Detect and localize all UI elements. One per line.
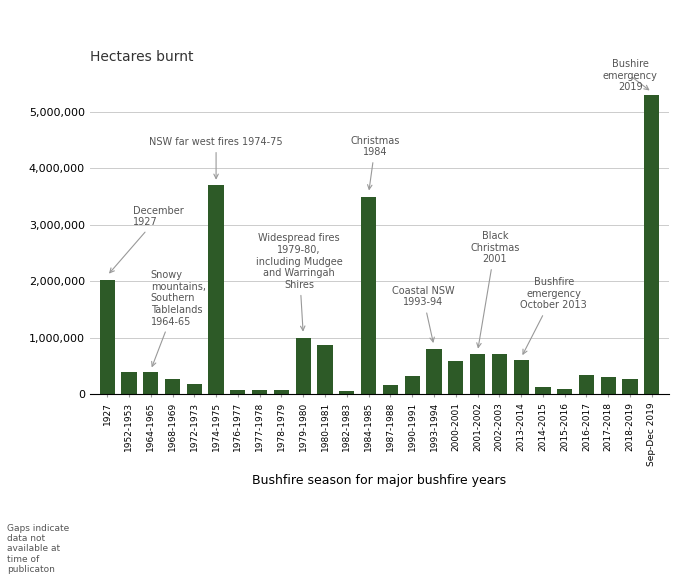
- Bar: [470, 354, 485, 394]
- Bar: [317, 345, 333, 394]
- Bar: [143, 372, 158, 394]
- Bar: [208, 186, 224, 394]
- Bar: [187, 383, 202, 394]
- Text: Gaps indicate
data not
available at
time of
publicaton: Gaps indicate data not available at time…: [7, 524, 69, 574]
- Text: Christmas
1984: Christmas 1984: [351, 136, 400, 189]
- Bar: [513, 360, 529, 394]
- Bar: [492, 354, 507, 394]
- Bar: [121, 372, 137, 394]
- Text: December
1927: December 1927: [110, 206, 184, 273]
- Text: Bushire
emergency
2019: Bushire emergency 2019: [602, 59, 658, 92]
- Bar: [230, 390, 246, 394]
- Text: Widespread fires
1979-80,
including Mudgee
and Warringah
Shires: Widespread fires 1979-80, including Mudg…: [255, 234, 342, 331]
- Bar: [579, 375, 594, 394]
- Bar: [622, 379, 638, 394]
- Bar: [644, 95, 660, 394]
- Text: Hectares burnt: Hectares burnt: [90, 50, 193, 64]
- Text: NSW far west fires 1974-75: NSW far west fires 1974-75: [149, 137, 283, 179]
- Bar: [339, 391, 355, 394]
- Text: Snowy
mountains,
Southern
Tablelands
1964-65: Snowy mountains, Southern Tablelands 196…: [150, 270, 206, 367]
- Bar: [557, 389, 572, 394]
- Bar: [404, 376, 420, 394]
- Bar: [426, 349, 442, 394]
- Bar: [295, 338, 311, 394]
- Bar: [99, 280, 115, 394]
- Bar: [535, 387, 551, 394]
- Bar: [165, 379, 180, 394]
- Bar: [274, 390, 289, 394]
- Bar: [361, 197, 376, 394]
- Text: Bushfire
emergency
October 2013: Bushfire emergency October 2013: [520, 277, 587, 354]
- Bar: [383, 385, 398, 394]
- X-axis label: Bushfire season for major bushfire years: Bushfire season for major bushfire years: [253, 474, 506, 487]
- Bar: [448, 361, 464, 394]
- Bar: [601, 377, 616, 394]
- Text: Coastal NSW
1993-94: Coastal NSW 1993-94: [392, 286, 455, 342]
- Bar: [252, 390, 267, 394]
- Text: Black
Christmas
2001: Black Christmas 2001: [471, 231, 520, 347]
